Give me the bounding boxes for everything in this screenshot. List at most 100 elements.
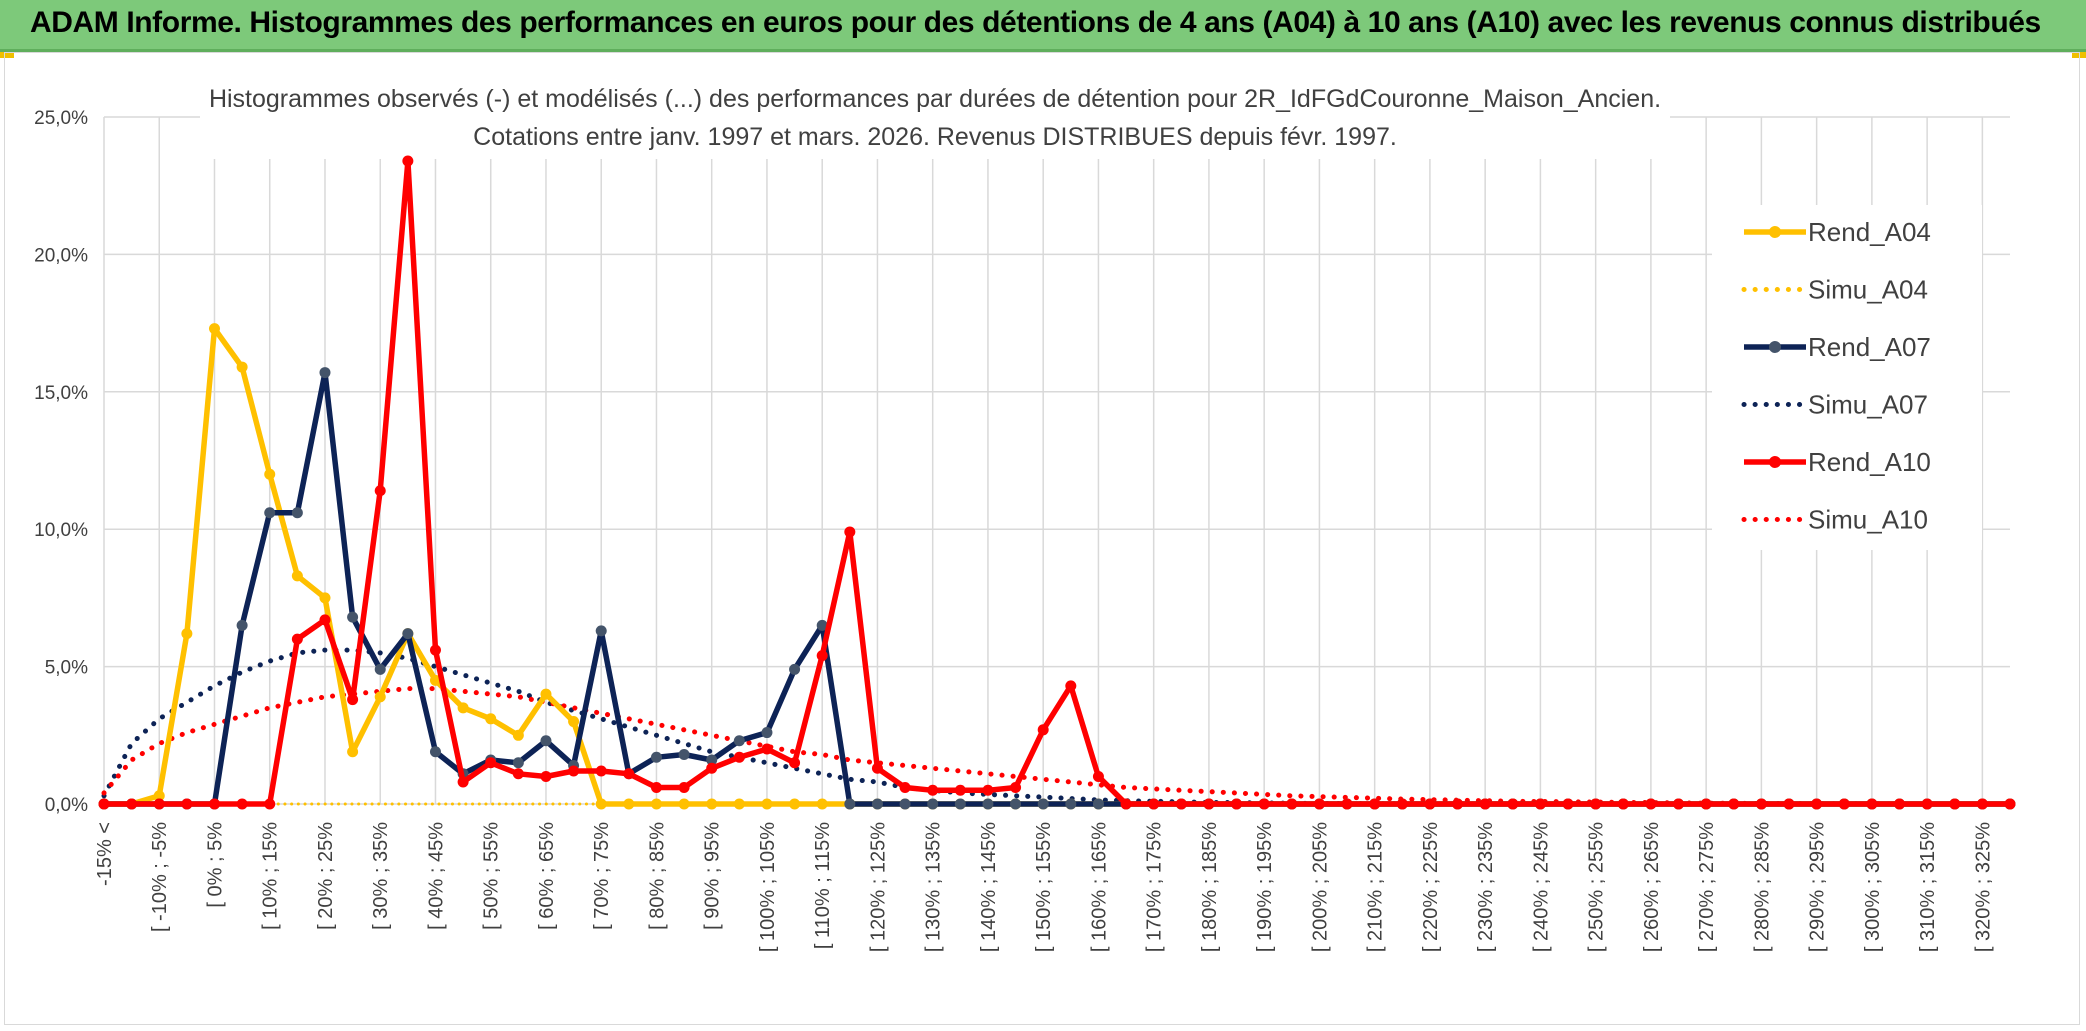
data-point <box>733 735 745 747</box>
data-point <box>1120 798 1132 810</box>
data-point <box>291 507 303 519</box>
x-tick-label: [ 120% ; 125% <box>867 822 889 952</box>
x-tick-label: [ 60% ; 65% <box>536 822 558 930</box>
data-point <box>347 694 359 706</box>
legend: Rend_A04 Simu_A04 Rend_A07 Simu_A07 Rend_A10… <box>1712 205 1982 550</box>
y-tick-label: 20,0% <box>34 245 88 266</box>
x-tick-label: [ -10% ; -5% <box>149 822 171 932</box>
data-point <box>1092 771 1104 783</box>
data-point <box>1838 798 1850 810</box>
x-tick-label: -15% < <box>94 822 116 886</box>
x-tick-label: [ 30% ; 35% <box>370 822 392 930</box>
data-point <box>1921 798 1933 810</box>
x-tick-label: [ 240% ; 245% <box>1530 822 1552 952</box>
data-point <box>678 749 690 761</box>
x-tick-label: [ 190% ; 195% <box>1254 822 1276 952</box>
legend-label: Rend_A10 <box>1808 447 1931 477</box>
y-tick-label: 10,0% <box>34 520 88 541</box>
x-tick-label: [ 160% ; 165% <box>1088 822 1110 952</box>
data-point <box>871 798 883 810</box>
y-tick-label: 25,0% <box>34 108 88 129</box>
x-tick-label: [ 290% ; 295% <box>1807 822 1829 952</box>
data-point <box>678 782 690 794</box>
data-point <box>844 526 856 538</box>
x-tick-label: [ 130% ; 135% <box>923 822 945 952</box>
legend-marker <box>1769 226 1781 238</box>
data-point <box>485 713 497 725</box>
data-point <box>1755 798 1767 810</box>
data-point <box>927 798 939 810</box>
legend-label: Simu_A07 <box>1808 390 1928 420</box>
data-point <box>208 798 220 810</box>
data-point <box>1645 798 1657 810</box>
data-point <box>1065 798 1077 810</box>
data-point <box>402 155 414 167</box>
data-point <box>181 628 193 640</box>
data-point <box>1313 798 1325 810</box>
data-point <box>264 798 276 810</box>
series-line-Rend_A10 <box>104 158 2010 807</box>
data-point <box>540 771 552 783</box>
data-point <box>153 790 165 802</box>
data-point <box>1617 798 1629 810</box>
data-point <box>954 784 966 796</box>
data-point <box>1424 798 1436 810</box>
data-point <box>1010 782 1022 794</box>
data-point <box>291 570 303 582</box>
data-point <box>1590 798 1602 810</box>
data-point <box>264 507 276 519</box>
data-point <box>1065 680 1077 692</box>
x-tick-label: [ 300% ; 305% <box>1862 822 1884 952</box>
legend-item-Rend_A04: Rend_A04 <box>1744 217 1931 247</box>
data-point <box>1562 798 1574 810</box>
x-tick-label: [ 200% ; 205% <box>1309 822 1331 952</box>
data-point <box>1148 798 1160 810</box>
data-point <box>181 798 193 810</box>
data-point <box>789 663 801 675</box>
data-point <box>347 746 359 758</box>
data-point <box>319 367 331 379</box>
data-point <box>623 768 635 780</box>
data-point <box>1396 798 1408 810</box>
data-point <box>1175 798 1187 810</box>
data-point <box>706 798 718 810</box>
data-point <box>568 765 580 777</box>
legend-item-Simu_A10: Simu_A10 <box>1741 505 1928 535</box>
y-tick-label: 5,0% <box>45 658 88 679</box>
x-tick-label: [ 50% ; 55% <box>481 822 503 930</box>
data-point <box>429 644 441 656</box>
x-tick-label: [ 90% ; 95% <box>702 822 724 930</box>
data-point <box>1286 798 1298 810</box>
data-point <box>595 798 607 810</box>
x-tick-label: [ 140% ; 145% <box>978 822 1000 952</box>
data-point <box>512 729 524 741</box>
data-point <box>374 663 386 675</box>
data-point <box>1203 798 1215 810</box>
x-tick-label: [ 170% ; 175% <box>1144 822 1166 952</box>
data-point <box>844 798 856 810</box>
data-point <box>236 798 248 810</box>
x-tick-label: [ 180% ; 185% <box>1199 822 1221 952</box>
report-title: ADAM Informe. Histogrammes des performan… <box>30 6 2041 39</box>
chart-frame <box>4 52 2080 1025</box>
data-point <box>540 735 552 747</box>
data-point <box>595 625 607 637</box>
data-point <box>678 798 690 810</box>
legend-item-Simu_A04: Simu_A04 <box>1741 275 1928 305</box>
data-point <box>2004 798 2016 810</box>
data-point <box>402 628 414 640</box>
data-point <box>1231 798 1243 810</box>
data-point <box>540 688 552 700</box>
data-point <box>126 798 138 810</box>
data-point <box>1037 724 1049 736</box>
data-point <box>816 619 828 631</box>
data-point <box>319 592 331 604</box>
report-banner: ADAM Informe. Histogrammes des performan… <box>0 0 2086 52</box>
data-point <box>457 702 469 714</box>
x-tick-label: [ 250% ; 255% <box>1586 822 1608 952</box>
x-tick-label: [ 80% ; 85% <box>646 822 668 930</box>
data-point <box>98 798 110 810</box>
data-point <box>429 674 441 686</box>
legend-item-Rend_A10: Rend_A10 <box>1744 447 1931 477</box>
